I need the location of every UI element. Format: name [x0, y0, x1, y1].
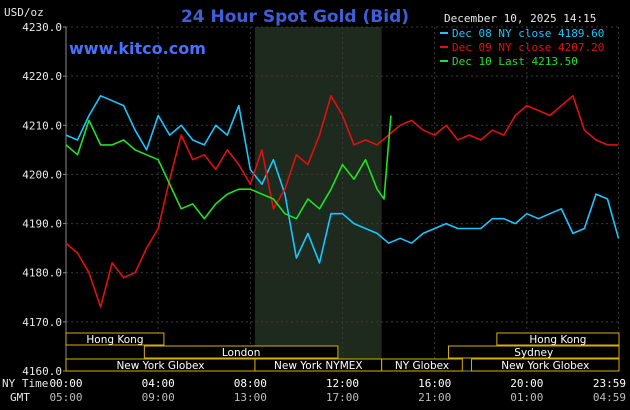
website-label: www.kitco.com: [69, 39, 206, 58]
x-tick-label-gmt: 13:00: [234, 391, 267, 404]
x-axis-ny-time-label: NY Time: [2, 377, 48, 390]
session-label: Sydney: [514, 347, 553, 359]
date-label: December 10, 2025 14:15: [444, 12, 596, 25]
session-label: New York Globex: [501, 360, 589, 372]
x-tick-label-gmt: 17:00: [326, 391, 359, 404]
session-label: Hong Kong: [529, 334, 586, 346]
x-tick-label-ny: 16:00: [418, 377, 451, 390]
legend-entry: Dec 09 NY close 4207.20: [452, 41, 604, 54]
x-tick-label-gmt: 04:59: [593, 391, 626, 404]
x-axis-gmt-label: GMT: [10, 391, 30, 404]
x-tick-label-gmt: 01:00: [510, 391, 543, 404]
y-tick-label: 4200.0: [22, 168, 62, 181]
session-label: New York NYMEX: [274, 360, 363, 372]
x-tick-label-gmt: 21:00: [418, 391, 451, 404]
y-tick-label: 4210.0: [22, 119, 62, 132]
session-label: NY Globex: [395, 360, 449, 372]
session-bar: [65, 332, 165, 346]
x-tick-label-ny: 08:00: [234, 377, 267, 390]
session-bar: [447, 345, 620, 359]
chart-title: 24 Hour Spot Gold (Bid): [181, 7, 409, 27]
y-tick-label: 4230.0: [22, 21, 62, 34]
series-line-0: [65, 95, 620, 264]
y-tick-label: 4220.0: [22, 70, 62, 83]
y-tick-label: 4190.0: [22, 218, 62, 231]
session-label: New York Globex: [116, 360, 204, 372]
legend-entry: Dec 08 NY close 4189.60: [452, 27, 604, 40]
x-tick-label-ny: 00:00: [49, 377, 82, 390]
y-axis-ticks: 4230.0 4220.0 4210.0 4200.0 4190.0 4180.0 4170…: [22, 21, 66, 378]
nymex-shaded-region: [254, 27, 382, 371]
x-tick-label-ny: 20:00: [510, 377, 543, 390]
x-tick-label-ny: 12:00: [326, 377, 359, 390]
y-tick-label: 4180.0: [22, 267, 62, 280]
session-bar: [471, 358, 620, 372]
session-bar: [496, 332, 620, 346]
y-tick-label: 4170.0: [22, 316, 62, 329]
x-tick-label-ny: 23:59: [593, 377, 626, 390]
session-bar: [381, 358, 463, 372]
series-line-1: [65, 95, 619, 308]
series-line-2: [65, 115, 392, 220]
x-tick-label-gmt: 09:00: [142, 391, 175, 404]
session-bar: [143, 345, 339, 359]
y-tick-label: 4160.0: [22, 365, 62, 378]
x-tick-label-ny: 04:00: [142, 377, 175, 390]
legend-entry: Dec 10 Last 4213.50: [452, 55, 578, 68]
session-label: Hong Kong: [86, 334, 143, 346]
y-axis-unit-label: USD/oz: [4, 6, 44, 19]
x-tick-label-gmt: 05:00: [49, 391, 82, 404]
session-label: London: [222, 347, 261, 359]
